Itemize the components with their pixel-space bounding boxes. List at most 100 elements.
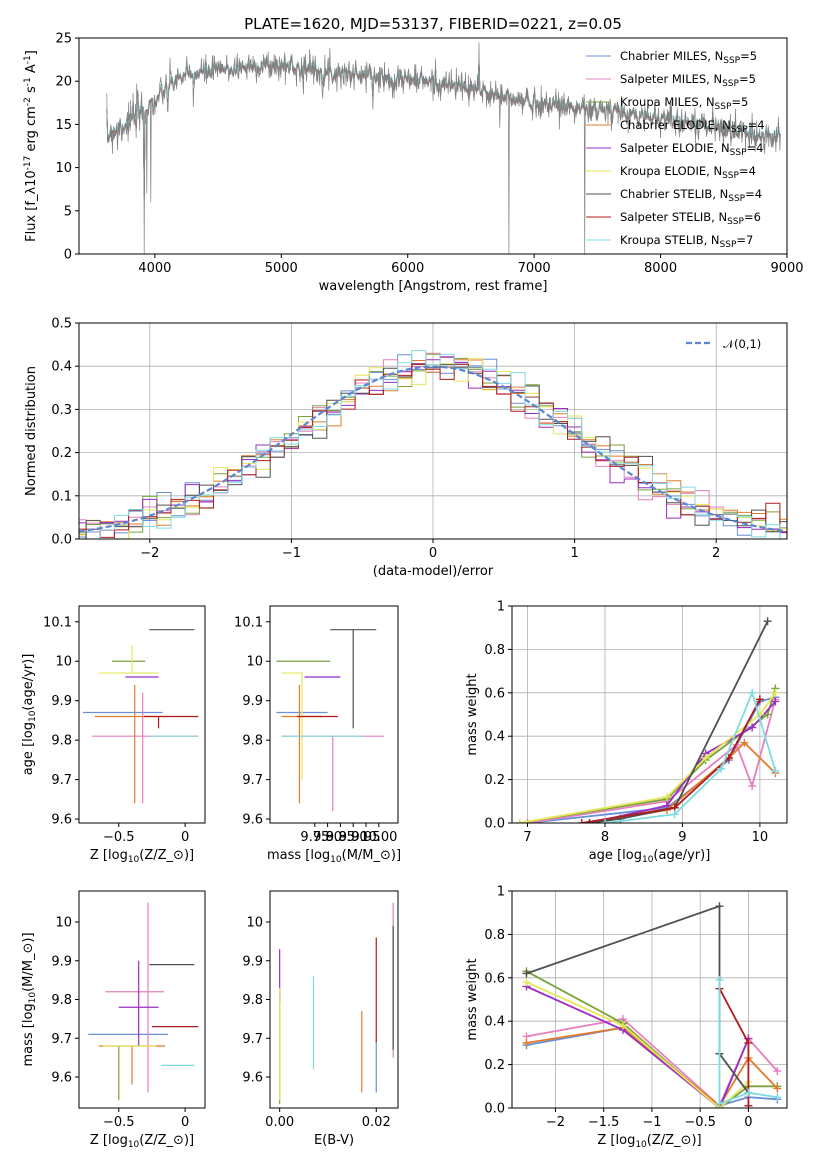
plot-area-weight_vs_Z <box>522 902 782 1108</box>
x-tick-label: −0.5 <box>103 830 135 845</box>
y-tick-label: 10.1 <box>234 615 263 630</box>
label-fragment: age [log <box>589 848 642 863</box>
y-tick-label: 5 <box>64 204 72 219</box>
weight-marker <box>515 819 524 823</box>
label-fragment: = <box>736 233 746 247</box>
weight-marker <box>662 792 671 801</box>
y-tick-label: 10 <box>55 655 72 670</box>
y-axis-label: mass weight <box>465 673 480 755</box>
plot-area-weight_vs_age <box>515 617 780 823</box>
weight-marker <box>744 1101 753 1108</box>
label-fragment: 10 <box>28 992 38 1004</box>
figure-title: PLATE=1620, MJD=53137, FIBERID=0221, z=0… <box>244 15 622 33</box>
axes-frame <box>78 322 788 540</box>
weight-marker <box>618 1021 627 1030</box>
label-fragment: mass [log <box>21 1003 36 1066</box>
plot-area-mass_vs_Z <box>88 902 199 1101</box>
label-fragment: ( <box>342 848 347 863</box>
weight-marker <box>773 1084 782 1093</box>
y-axis-label: mass [log10(M/M_⊙)] <box>21 932 38 1066</box>
y-tick-label: 9.8 <box>242 993 263 1008</box>
x-tick-label: 0 <box>181 830 189 845</box>
label-fragment: A <box>24 64 39 73</box>
label-fragment: 6 <box>754 210 761 224</box>
label-fragment: Salpeter MILES, N <box>620 72 722 86</box>
label-fragment: ( <box>139 848 144 863</box>
weight-line <box>718 980 778 1106</box>
weight-marker <box>771 766 780 775</box>
label-fragment: -1 <box>23 77 33 86</box>
x-axis-label: (data-model)/error <box>373 564 494 579</box>
axes-weight_vs_Z: −2 −1.5 −1 −0.5 0 0.0 0.2 0.4 0.6 0.8 1 Z [log10(Z/… <box>465 885 788 1150</box>
y-tick-label: 0.8 <box>484 643 505 658</box>
x-tick-label: 9.85 <box>326 830 355 845</box>
label-fragment: wavelength [Angstrom, rest frame] <box>319 279 548 294</box>
axes-residuals: −2 −1 0 1 2 0.0 0.1 0.2 0.3 0.4 0.5 (data-model)/er… <box>24 317 788 579</box>
label-fragment: SSP <box>722 79 739 89</box>
weight-marker <box>771 688 780 697</box>
y-tick-label: 0.1 <box>51 489 72 504</box>
label-fragment: Salpeter ELODIE, N <box>620 141 730 155</box>
label-fragment: = <box>731 95 741 109</box>
label-fragment: 5 <box>750 49 757 63</box>
y-tick-label: 10 <box>246 916 263 931</box>
axes-frame <box>269 890 399 1109</box>
y-axis-label: Flux [f_λ10-17 erg cm-2 s-1 A-1] <box>23 50 39 242</box>
label-fragment: Z/Z_⊙)] <box>144 848 194 863</box>
weight-line <box>527 699 777 823</box>
axes-mass_vs_EBV: 0.00 0.02 9.6 9.7 9.8 9.9 10 E(B-V) <box>242 890 399 1148</box>
weight-marker <box>715 975 724 984</box>
y-tick-label: 0 <box>64 248 72 263</box>
label-fragment: SSP <box>728 194 745 204</box>
x-tick-label: −1 <box>282 546 301 561</box>
x-tick-label: 10 <box>752 830 769 845</box>
weight-marker <box>748 782 757 791</box>
label-fragment: age [log <box>21 722 36 775</box>
label-fragment: 7 <box>746 233 753 247</box>
legend-entry: Salpeter ELODIE, NSSP=4 <box>620 141 763 158</box>
label-fragment: Z [log <box>597 1133 635 1148</box>
label-fragment: SSP <box>727 217 744 227</box>
weight-marker <box>744 1038 753 1047</box>
y-tick-label: 0.8 <box>484 928 505 943</box>
x-axis-label: age [log10(age/yr)] <box>589 848 711 865</box>
legend-entry: 𝒩(0,1) <box>723 337 761 351</box>
label-fragment: = <box>745 187 755 201</box>
label-fragment: = <box>744 210 754 224</box>
weight-marker <box>755 695 764 704</box>
weight-marker <box>523 819 532 823</box>
label-fragment: 4 <box>757 118 764 132</box>
x-tick-label: 6000 <box>391 261 424 276</box>
y-tick-label: 15 <box>55 118 72 133</box>
label-fragment: Chabrier ELODIE, N <box>620 118 731 132</box>
x-tick-label: −1.5 <box>588 1115 620 1130</box>
y-tick-label: 0.5 <box>51 317 72 332</box>
x-tick-label: 0 <box>429 546 437 561</box>
y-tick-label: 0.6 <box>484 686 505 701</box>
axes-frame <box>269 605 399 824</box>
y-tick-label: 0.6 <box>484 971 505 986</box>
x-tick-label: 9.80 <box>313 830 342 845</box>
weight-marker <box>763 617 772 626</box>
label-fragment: ( <box>21 987 36 992</box>
axes-frame <box>511 605 788 824</box>
x-tick-label: −2 <box>546 1115 565 1130</box>
label-fragment: Z [log <box>90 1133 128 1148</box>
x-tick-label: −0.5 <box>684 1115 716 1130</box>
y-tick-label: 10 <box>246 655 263 670</box>
residual-histogram <box>79 356 787 539</box>
label-fragment: -17 <box>23 156 33 171</box>
label-fragment: Kroupa STELIB, N <box>620 233 720 247</box>
x-tick-label: −0.5 <box>103 1115 135 1130</box>
weight-marker <box>715 1099 724 1108</box>
label-fragment: 10 <box>330 855 342 865</box>
y-tick-label: 9.9 <box>51 694 72 709</box>
y-tick-label: 9.6 <box>242 813 263 828</box>
y-tick-label: 9.8 <box>242 734 263 749</box>
x-tick-label: 0 <box>181 1115 189 1130</box>
x-axis-label: Z [log10(Z/Z_⊙)] <box>90 1133 194 1150</box>
axes-frame <box>511 890 788 1109</box>
x-tick-label: 10.00 <box>360 830 397 845</box>
